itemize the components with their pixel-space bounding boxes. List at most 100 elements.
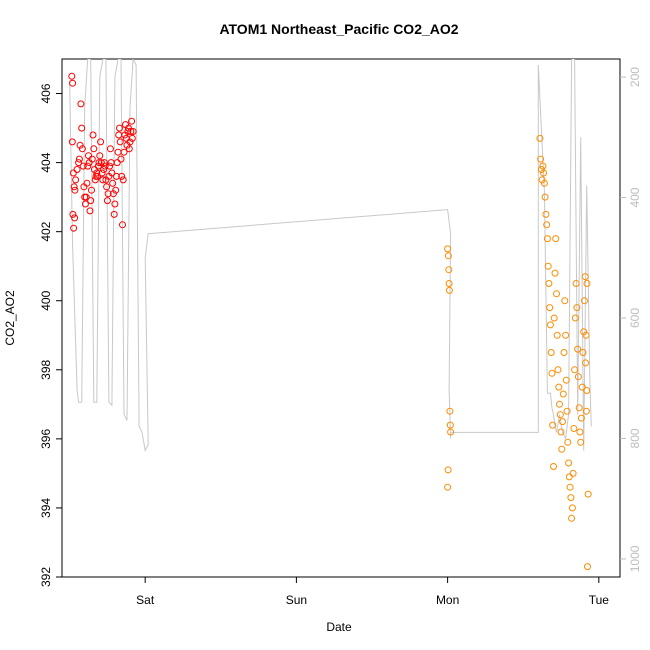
data-point-series-2 [572,280,580,287]
data-point-series-2 [561,297,569,305]
data-point-series-2 [560,349,568,356]
data-point-series-2 [568,514,576,522]
data-point-series-1 [119,221,126,229]
data-point-series-2 [569,469,577,477]
data-point-series-1 [114,148,122,156]
x-tick-label: Mon [436,593,459,607]
data-point-series-2 [553,331,561,339]
data-point-series-1 [95,159,103,167]
data-point-series-2 [565,473,573,481]
data-point-series-2 [537,155,545,163]
data-point-series-2 [584,490,592,498]
data-point-series-1 [129,128,137,135]
data-point-series-1 [88,186,95,194]
chart-title: ATOM1 Northeast_Pacific CO2_AO2 [219,21,458,37]
data-point-series-1 [83,179,91,187]
data-point-series-1 [88,155,96,163]
data-point-series-1 [103,197,111,205]
y-tick-label: 392 [39,567,53,587]
data-point-series-2 [536,134,544,142]
data-point-series-1 [68,138,76,146]
data-point-series-2 [548,369,556,377]
y-tick-label: 404 [39,152,53,172]
data-point-series-2 [544,262,552,270]
y-axis-label: CO2_AO2 [3,290,17,346]
data-point-series-1 [91,176,99,184]
data-point-series-2 [574,345,582,353]
data-point-series-2 [551,269,559,277]
x-tick-label: Sat [136,593,155,607]
data-point-series-2 [583,387,591,394]
data-point-series-2 [445,286,453,294]
data-point-series-2 [562,376,570,384]
data-point-series-1 [124,128,132,135]
y-tick-label: 400 [39,290,53,310]
data-point-series-1 [71,214,79,222]
data-point-series-2 [567,494,575,502]
data-point-series-1 [111,200,119,208]
data-point-series-2 [553,290,560,298]
data-point-series-2 [539,162,547,170]
data-point-series-2 [582,331,590,339]
points-layer [68,72,592,571]
y2-tick-label: 800 [628,428,642,448]
data-point-series-1 [112,172,120,180]
data-point-series-2 [562,331,570,339]
y2-tick-label: 400 [628,187,642,207]
x-tick-label: Sun [286,593,307,607]
data-point-series-1 [125,145,133,153]
data-point-series-1 [76,141,84,149]
data-point-series-1 [68,72,76,80]
data-point-series-2 [546,304,554,312]
data-point-series-1 [108,169,116,177]
data-point-series-2 [570,425,578,432]
data-point-series-1 [73,166,81,173]
x-axis: Sat Sun Mon Tue [136,577,609,607]
data-point-series-2 [446,407,454,415]
data-point-series-2 [543,221,551,229]
data-point-series-1 [78,124,86,132]
x-axis-label: Date [326,620,352,634]
data-point-series-2 [584,563,591,571]
data-point-series-2 [550,463,557,470]
x-tick-label: Tue [589,593,610,607]
data-point-series-2 [447,428,455,436]
data-point-series-2 [547,349,555,356]
data-point-series-1 [75,155,83,163]
data-point-series-1 [86,207,94,215]
data-point-series-1 [119,176,127,184]
data-point-series-1 [96,152,104,160]
data-point-series-2 [543,235,551,243]
y2-tick-label: 200 [628,67,642,87]
data-point-series-1 [75,159,83,167]
data-point-series-2 [445,280,453,287]
data-point-series-2 [540,169,548,177]
data-point-series-1 [94,172,101,180]
data-point-series-1 [104,190,112,198]
data-point-series-2 [554,366,562,374]
y-tick-label: 398 [39,359,53,379]
data-point-series-1 [69,169,77,177]
data-point-series-2 [573,304,581,312]
data-point-series-2 [556,400,563,408]
data-point-series-2 [576,428,584,436]
data-point-series-1 [70,183,78,191]
data-point-series-2 [545,280,553,287]
data-point-series-2 [575,404,583,412]
data-point-series-2 [582,359,589,367]
y-axis: 392 394 396 398 400 402 404 406 [39,83,62,587]
data-point-series-2 [555,383,563,391]
data-point-series-1 [97,159,105,167]
data-point-series-2 [552,235,560,243]
data-point-series-1 [71,186,79,194]
data-point-series-1 [113,159,121,167]
data-point-series-1 [82,193,90,201]
data-point-series-1 [100,166,108,173]
data-point-series-2 [445,266,453,274]
data-point-series-2 [580,328,588,336]
y2-axis: 200 400 600 800 1000 [620,67,642,572]
data-point-series-1 [100,159,108,167]
data-point-series-2 [563,407,571,415]
data-point-series-2 [571,366,579,374]
data-point-series-1 [112,186,120,194]
